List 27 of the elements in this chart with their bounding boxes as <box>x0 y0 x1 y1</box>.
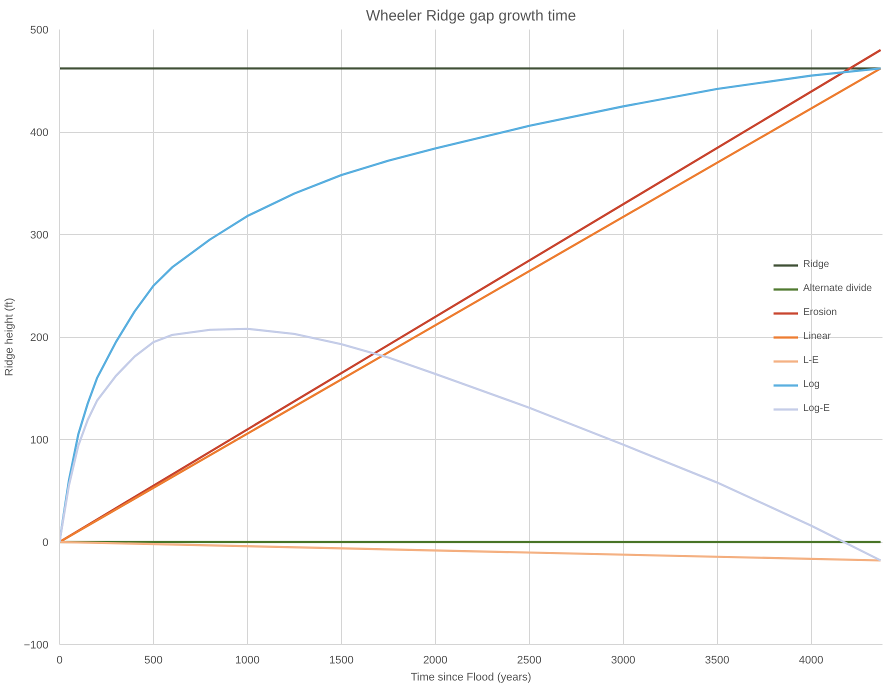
x-tick-label: 2500 <box>517 654 542 666</box>
x-tick-label: 1500 <box>329 654 354 666</box>
legend-label: Alternate divide <box>803 282 872 296</box>
legend-label: Log <box>803 378 821 392</box>
x-tick-label: 3000 <box>610 654 636 666</box>
y-tick-label: 0 <box>42 537 49 549</box>
legend-label: Erosion <box>803 306 837 320</box>
x-tick-label: 0 <box>56 654 63 666</box>
x-tick-label: 3500 <box>704 654 730 666</box>
x-axis-title: Time since Flood (years) <box>410 672 532 684</box>
y-tick-label: 400 <box>30 127 49 139</box>
y-tick-label: 300 <box>30 230 49 242</box>
x-tick-label: 2000 <box>423 654 448 666</box>
chart-title: Wheeler Ridge gap growth time <box>366 8 576 24</box>
y-axis-title: Ridge height (ft) <box>4 298 16 376</box>
y-tick-label: −100 <box>24 640 49 652</box>
y-tick-label: 500 <box>30 24 49 36</box>
y-tick-label: 100 <box>30 434 49 446</box>
legend-label: L-E <box>803 354 820 368</box>
x-tick-label: 4000 <box>798 654 824 666</box>
y-tick-label: 200 <box>30 332 49 344</box>
x-tick-label: 1000 <box>235 654 260 666</box>
legend-label: Log-E <box>803 402 830 416</box>
line-series <box>60 328 882 562</box>
legend-label: Ridge <box>803 258 830 272</box>
legend-label: Linear <box>803 330 831 344</box>
x-tick-label: 500 <box>144 654 163 666</box>
